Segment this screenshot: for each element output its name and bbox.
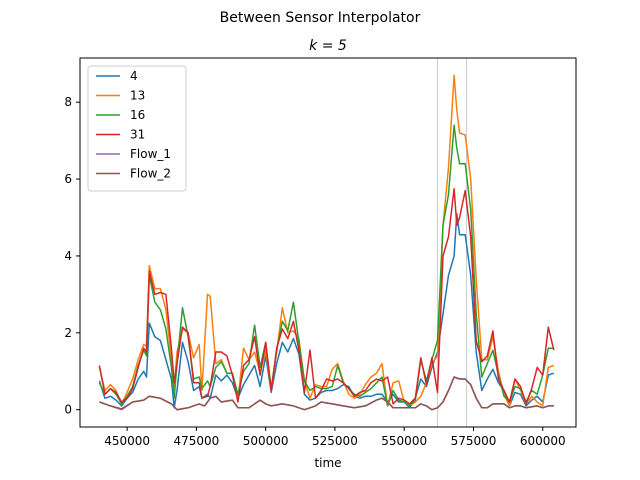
x-tick-label: 550000 [381,434,427,448]
series-line-31 [98,187,555,405]
chart-suptitle: Between Sensor Interpolator [220,10,421,26]
chart-title: k = 5 [309,38,347,54]
x-tick-label: 475000 [173,434,219,448]
legend-label: 13 [130,89,145,103]
x-tick-label: 600000 [520,434,566,448]
axes-frame [79,57,577,428]
legend-label: 4 [130,69,138,83]
x-axis: 450000 475000 500000 525000 550000 575000 6000… [104,427,566,448]
x-tick-label: 525000 [312,434,358,448]
y-axis: 0 2 4 6 8 [64,95,80,417]
y-tick-label: 0 [64,403,72,417]
series-line-16 [98,124,554,407]
series-line-flow-2 [99,376,554,411]
legend-box [87,65,187,192]
y-tick-label: 6 [64,172,72,186]
legend-label: 31 [130,128,145,142]
x-tick-label: 575000 [451,434,497,448]
x-tick-label: 450000 [104,434,150,448]
y-tick-label: 4 [64,249,72,263]
x-tick-label: 500000 [243,434,289,448]
x-axis-label: time [314,456,341,470]
legend: 4 13 16 31 Flow_1 Flow_2 [87,65,187,192]
legend-label: Flow_1 [130,147,171,161]
y-tick-label: 8 [64,95,72,109]
series-line-4 [98,212,555,409]
plot-area [98,58,555,427]
y-tick-label: 2 [64,326,72,340]
legend-label: 16 [130,108,145,122]
legend-label: Flow_2 [130,167,171,181]
